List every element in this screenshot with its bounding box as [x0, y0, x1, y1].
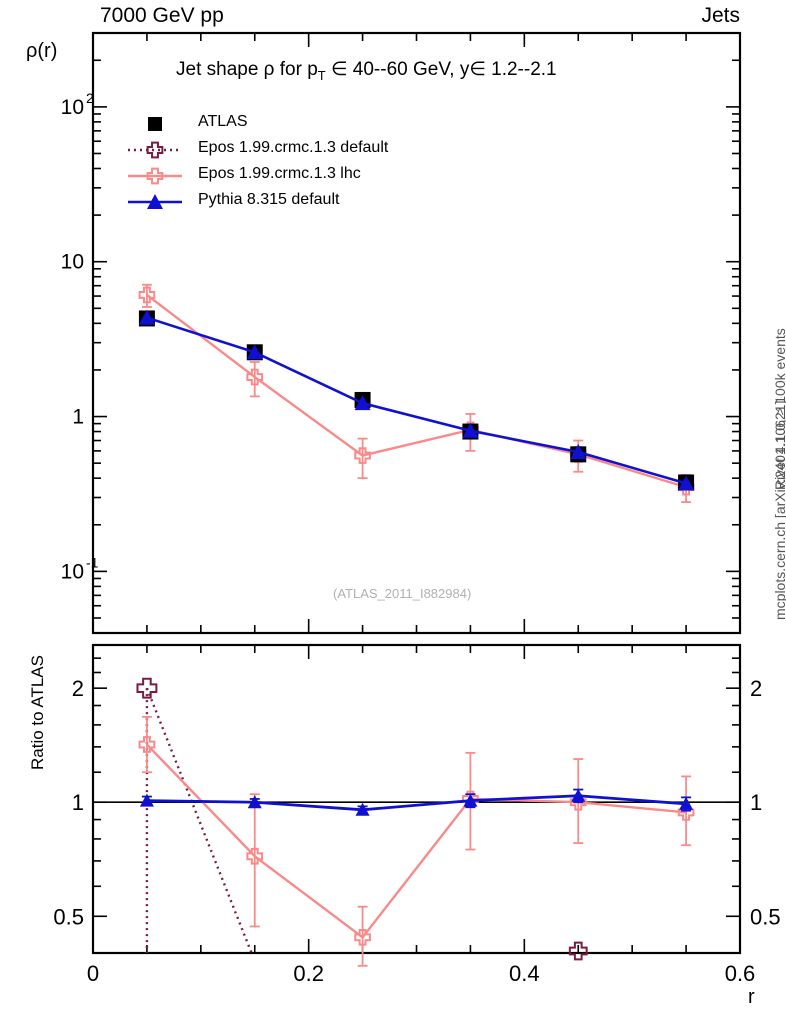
header-category: Jets	[701, 4, 740, 27]
legend-item-1: Epos 1.99.crmc.1.3 default	[198, 139, 389, 156]
legend-item-2: Epos 1.99.crmc.1.3 lhc	[198, 165, 361, 182]
svg-text:-1: -1	[86, 554, 99, 570]
svg-text:2: 2	[72, 676, 84, 701]
svg-text:1: 1	[750, 790, 762, 815]
svg-text:0.4: 0.4	[509, 961, 540, 986]
legend-item-0: ATLAS	[198, 113, 248, 130]
svg-text:0.6: 0.6	[725, 961, 756, 986]
legend-item-3: Pythia 8.315 default	[198, 191, 340, 208]
svg-text:10: 10	[61, 560, 84, 583]
x-axis-title: r	[748, 986, 755, 1008]
svg-text:0.5: 0.5	[750, 904, 781, 929]
analysis-watermark: (ATLAS_2011_I882984)	[333, 586, 472, 601]
svg-text:1: 1	[72, 790, 84, 815]
ratio-y-axis-title: Ratio to ATLAS	[28, 655, 47, 770]
svg-text:0.5: 0.5	[53, 904, 84, 929]
svg-text:0.2: 0.2	[293, 961, 324, 986]
header-collision-energy: 7000 GeV pp	[100, 4, 224, 27]
svg-text:1: 1	[72, 406, 84, 429]
plot-title: Jet shape ρ for pT ∈ 40--60 GeV, y∈ 1.2-…	[176, 59, 557, 83]
svg-text:2: 2	[86, 90, 94, 106]
main-y-axis-title: ρ(r)	[26, 40, 58, 62]
svg-text:2: 2	[750, 676, 762, 701]
mcplots-reference-label: mcplots.cern.ch [arXiv:2401.10621]	[772, 400, 786, 620]
svg-text:10: 10	[61, 251, 84, 274]
svg-text:10: 10	[61, 96, 84, 119]
svg-text:0: 0	[87, 961, 99, 986]
